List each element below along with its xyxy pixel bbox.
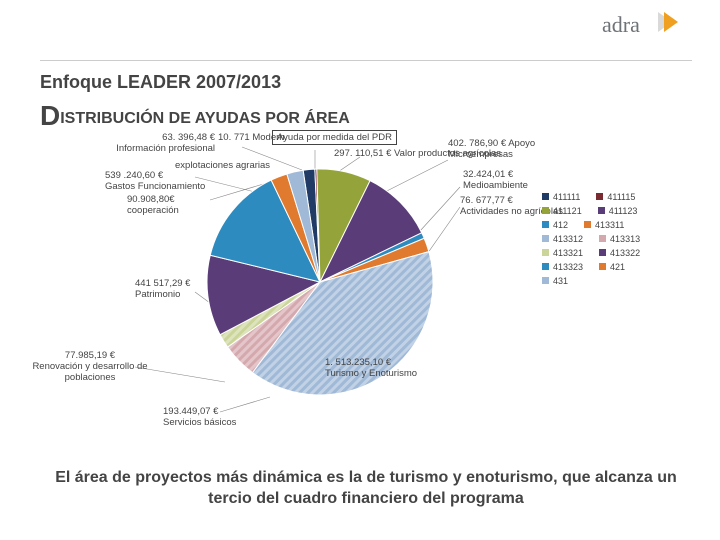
logo: adra [602,8,692,48]
logo-text: adra [602,12,640,37]
footer-text: El área de proyectos más dinámica es la … [40,467,692,510]
legend-item: 411115 [596,192,635,202]
pie-chart: Ayuda por medida del PDR 63. 396,48 €Inf… [40,132,680,432]
chart-label: 402. 786,90 € ApoyoMicroempresas [448,138,535,160]
legend-item: 411111 [542,192,580,202]
chart-label: 193.449,07 €Servicios básicos [163,406,236,428]
legend-item: 421 [599,262,625,272]
header-rule [40,60,692,61]
legend-item: 412 [542,220,568,230]
legend-item: 413322 [599,248,640,258]
legend-item: 431 [542,276,568,286]
legend-item: 413312 [542,234,583,244]
subheader-dropcap: D [40,100,60,131]
legend: 411111 411115 411121 411123 412 413311413312 4… [542,192,660,290]
chart-label: 1. 513.235,10 €Turismo y Enoturismo [325,357,417,379]
chart-label: explotaciones agrarias [175,160,270,171]
page-subheader: DISTRIBUCIÓN DE AYUDAS POR ÁREA [40,100,350,132]
legend-item: 413323 [542,262,583,272]
center-box-text: Ayuda por medida del PDR [272,130,397,145]
legend-item: 413321 [542,248,583,258]
chart-label: 441 517,29 €Patrimonio [135,278,190,300]
chart-label: 63. 396,48 €Información profesional [105,132,215,154]
legend-item: 411121 [542,206,582,216]
legend-item: 413311 [584,220,624,230]
legend-item: 411123 [598,206,638,216]
chart-label: 90.908,80€cooperación [127,194,179,216]
legend-item: 413313 [599,234,640,244]
subheader-rest: ISTRIBUCIÓN DE AYUDAS POR ÁREA [60,110,350,127]
page-header: Enfoque LEADER 2007/2013 [40,72,281,93]
center-box-label: Ayuda por medida del PDR [272,132,397,143]
chart-label: 539 .240,60 €Gastos Funcionamiento [105,170,205,192]
chart-label: 32.424,01 €Medioambiente [463,169,528,191]
chart-label: 10. 771 Modern. [218,132,287,143]
chart-label: 77.985,19 €Renovación y desarrollo depob… [25,350,155,383]
